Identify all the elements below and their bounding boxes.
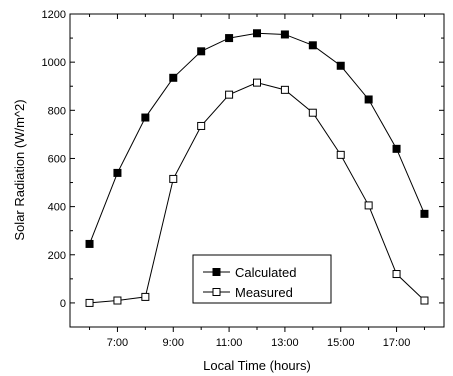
data-point-calculated bbox=[197, 47, 206, 56]
y-axis-title: Solar Radiation (W/m^2) bbox=[12, 99, 27, 240]
data-point-calculated bbox=[420, 209, 429, 218]
y-tick-label: 600 bbox=[48, 153, 66, 165]
x-tick-label: 11:00 bbox=[216, 337, 243, 349]
x-axis-title: Local Time (hours) bbox=[203, 358, 311, 373]
data-point-calculated bbox=[141, 113, 150, 122]
data-point-calculated bbox=[364, 95, 373, 104]
y-tick-label: 0 bbox=[60, 298, 66, 310]
legend: Calculated Measured bbox=[192, 254, 332, 304]
data-point-measured bbox=[336, 150, 345, 159]
data-point-calculated bbox=[85, 239, 94, 248]
x-tick-label: 7:00 bbox=[107, 337, 128, 349]
legend-marker bbox=[212, 268, 221, 276]
data-point-measured bbox=[169, 174, 178, 183]
x-tick-label: 9:00 bbox=[163, 337, 184, 349]
data-point-measured bbox=[113, 296, 122, 305]
data-point-measured bbox=[364, 201, 373, 210]
data-point-measured bbox=[197, 121, 206, 130]
series-line-calculated bbox=[89, 32, 425, 245]
data-point-calculated bbox=[253, 29, 261, 38]
data-point-measured bbox=[280, 85, 289, 94]
data-point-measured bbox=[141, 292, 150, 301]
legend-label: Measured bbox=[235, 285, 293, 300]
y-tick-label: 1200 bbox=[42, 9, 66, 21]
data-point-calculated bbox=[280, 30, 289, 39]
data-point-calculated bbox=[392, 144, 401, 153]
x-tick-label: 15:00 bbox=[327, 337, 355, 349]
data-point-measured bbox=[420, 296, 429, 305]
data-point-calculated bbox=[308, 41, 317, 50]
data-point-measured bbox=[392, 270, 401, 279]
data-point-measured bbox=[253, 78, 261, 87]
x-tick-label: 17:00 bbox=[383, 337, 411, 349]
legend-marker bbox=[212, 288, 221, 296]
y-tick-label: 800 bbox=[48, 105, 66, 117]
data-point-calculated bbox=[169, 73, 178, 82]
y-tick-label: 1000 bbox=[42, 57, 66, 69]
legend-label: Calculated bbox=[235, 265, 296, 280]
data-point-measured bbox=[85, 298, 94, 307]
x-tick-label: 13:00 bbox=[271, 337, 299, 349]
data-point-measured bbox=[308, 108, 317, 117]
data-point-measured bbox=[225, 90, 234, 99]
data-point-calculated bbox=[113, 168, 122, 177]
data-point-calculated bbox=[336, 61, 345, 70]
data-point-calculated bbox=[225, 34, 234, 43]
y-tick-label: 200 bbox=[48, 250, 66, 262]
y-tick-label: 400 bbox=[48, 202, 66, 214]
